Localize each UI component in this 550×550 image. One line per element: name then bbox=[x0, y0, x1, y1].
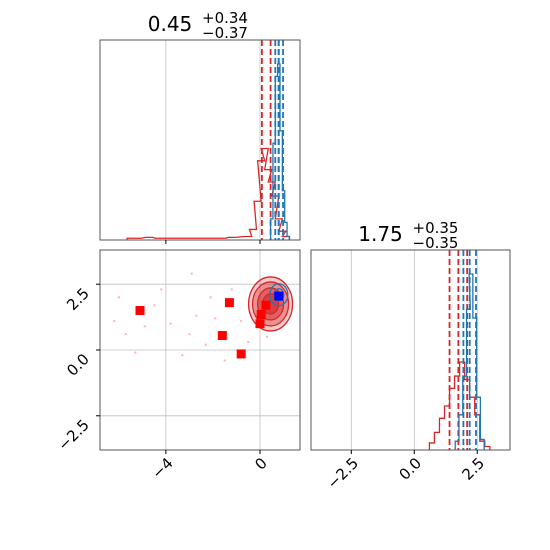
x-tick-label: 2.5 bbox=[458, 454, 488, 484]
x-tick-label: 0 bbox=[251, 454, 270, 473]
background-sample-point bbox=[214, 317, 217, 320]
red-square-marker bbox=[261, 300, 271, 310]
background-sample-point bbox=[204, 343, 208, 346]
background-sample-point bbox=[181, 354, 184, 357]
background-sample-point bbox=[247, 340, 250, 344]
blue-contour-level bbox=[273, 288, 285, 302]
background-sample-point bbox=[195, 314, 198, 317]
background-sample-point bbox=[124, 333, 128, 336]
y-tick-label: −2.5 bbox=[54, 416, 92, 454]
background-sample-point bbox=[239, 319, 243, 323]
y-tick-label: 2.5 bbox=[63, 284, 93, 314]
background-sample-point bbox=[188, 333, 191, 336]
panel-title-upper-error: +0.35 bbox=[413, 219, 459, 237]
background-sample-point bbox=[117, 296, 121, 299]
background-sample-point bbox=[143, 325, 146, 328]
histogram-step-series bbox=[269, 63, 291, 240]
y-tick-label: 0.0 bbox=[63, 350, 93, 380]
axes-frame bbox=[310, 249, 511, 451]
x-tick-label: −2.5 bbox=[324, 454, 362, 492]
background-sample-point bbox=[230, 288, 233, 291]
background-sample-point bbox=[112, 319, 116, 323]
background-sample-point bbox=[265, 335, 269, 339]
axes-frame bbox=[99, 39, 301, 241]
red-square-marker bbox=[217, 331, 227, 341]
panel-title-lower-error: −0.37 bbox=[202, 24, 248, 42]
histogram-step-series bbox=[126, 147, 291, 240]
histogram-panel-param2: −2.5 0.0 2.5 1.75 +0.35−0.35 bbox=[310, 219, 511, 493]
panel-title: 1.75 bbox=[358, 222, 403, 246]
red-square-marker bbox=[135, 306, 145, 316]
background-sample-point bbox=[169, 322, 172, 325]
panel-title-upper-error: +0.34 bbox=[202, 9, 248, 27]
red-square-marker bbox=[236, 349, 246, 359]
red-square-marker bbox=[256, 309, 266, 319]
blue-square-marker bbox=[274, 291, 284, 301]
background-sample-point bbox=[209, 296, 212, 299]
x-tick-label: −4 bbox=[148, 454, 176, 482]
scatter-panel-joint: −4 0 −2.5 0.0 2.5 bbox=[54, 249, 301, 482]
panel-title-lower-error: −0.35 bbox=[413, 234, 459, 252]
red-square-marker bbox=[255, 319, 265, 329]
red-square-marker bbox=[224, 298, 234, 308]
background-sample-point bbox=[152, 304, 156, 307]
background-sample-point bbox=[159, 288, 163, 291]
background-sample-point bbox=[223, 359, 226, 362]
panel-title: 0.45 bbox=[148, 12, 193, 36]
background-sample-point bbox=[134, 351, 137, 354]
blue-contour-level bbox=[269, 283, 289, 307]
histogram-panel-param1: 0.45 +0.34−0.37 bbox=[99, 9, 301, 244]
x-tick-label: 0.0 bbox=[396, 454, 426, 484]
background-sample-point bbox=[190, 272, 193, 275]
